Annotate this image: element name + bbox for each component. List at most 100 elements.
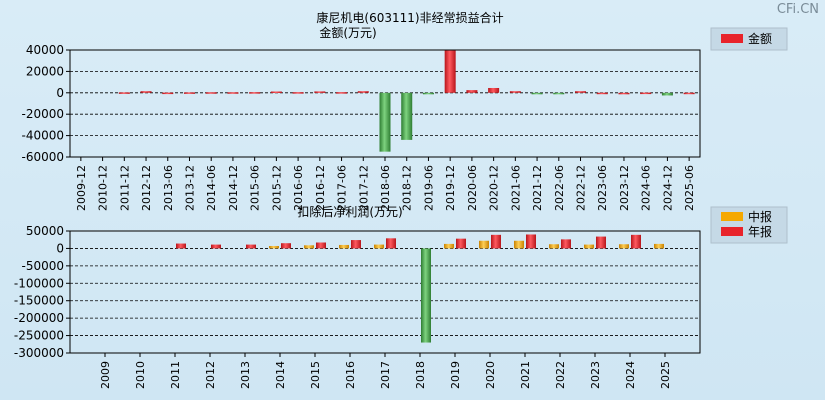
watermark: CFi.CN	[776, 2, 819, 17]
chart-1-title: 康尼机电(603111)非经常损益合计	[316, 10, 503, 25]
chart-1-ytick-label: -20000	[21, 107, 64, 121]
chart-2-ytick-label: -100000	[14, 276, 64, 290]
chart-2-ytick-label: 50000	[26, 224, 64, 238]
chart-2-bar-annual	[316, 242, 326, 249]
chart-1-xtick-label: 2012-12	[140, 165, 153, 211]
chart-2-xtick-label: 2010	[134, 361, 147, 389]
chart-1-bar	[140, 91, 152, 93]
chart-1-bar	[205, 92, 217, 94]
chart-2: 扣除后净利润(万元) 50000 0 -50000 -100000 -150000 -200…	[14, 204, 788, 389]
chart-1-bar	[183, 92, 195, 94]
chart-2-xtick-label: 2014	[274, 361, 287, 389]
chart-2-bar-annual	[281, 243, 291, 249]
chart-2-bar-interim	[619, 244, 629, 249]
chart-2-legend-swatch	[721, 212, 743, 221]
chart-1-bar	[118, 92, 130, 94]
chart-1-bar	[422, 92, 434, 95]
chart-1-xtick-label: 2014-06	[205, 165, 218, 211]
chart-1-xtick-label: 2015-12	[270, 165, 283, 211]
chart-1-xtick-label: 2017-06	[336, 165, 349, 211]
chart-1-legend-box	[710, 27, 788, 51]
chart-2-bar-interim	[654, 243, 664, 249]
chart-1-xtick-label: 2015-06	[249, 165, 262, 211]
chart-1-xtick-label: 2019-12	[444, 165, 457, 211]
chart-2-xtick-label: 2018	[414, 361, 427, 389]
chart-1-xtick-label: 2010-12	[97, 165, 110, 211]
chart-1-bar	[683, 92, 695, 95]
chart-1-bar	[270, 91, 282, 94]
chart-1-legend-swatch	[721, 34, 743, 43]
chart-1-xtick-label: 2018-06	[379, 165, 392, 211]
chart-1-ytick-label: 20000	[26, 64, 64, 78]
chart-1-xtick-label: 2020-06	[466, 165, 479, 211]
chart-1-xtick-label: 2022-12	[575, 165, 588, 211]
chart-2-bar-annual	[351, 240, 361, 249]
chart-1-xtick-label: 2023-12	[618, 165, 631, 211]
chart-1-bar	[314, 91, 326, 93]
chart-1-xtick-label: 2016-12	[314, 165, 327, 211]
chart-2-bar-interim	[444, 243, 454, 249]
chart-2-xtick-label: 2015	[309, 361, 322, 389]
chart-1-ytick-label: -40000	[21, 129, 64, 143]
chart-1-ylabel: 金额(万元)	[319, 25, 376, 40]
chart-2-bar-interim	[339, 244, 349, 249]
chart-1-bar	[336, 92, 348, 94]
chart-2-bar-interim	[374, 244, 384, 249]
chart-1-xtick-label: 2021-12	[531, 165, 544, 211]
chart-2-bar-interim	[269, 245, 279, 249]
chart-2-xtick-label: 2017	[379, 361, 392, 389]
chart-1-bar	[553, 92, 565, 95]
chart-2-bar-annual	[596, 236, 606, 249]
chart-1-xtick-label: 2013-12	[183, 165, 196, 211]
chart-2-xtick-label: 2020	[484, 361, 497, 389]
chart-1-ytick-label: -60000	[21, 150, 64, 164]
chart-2-bar-interim	[479, 240, 489, 249]
chart-2-bar-interim	[514, 240, 524, 249]
chart-1-bar	[379, 92, 391, 152]
chart-2-bar-interim	[549, 244, 559, 249]
chart-1-xtick-label: 2016-06	[292, 165, 305, 211]
chart-2-bar-annual	[526, 234, 536, 249]
chart-1-xtick-label: 2014-12	[227, 165, 240, 211]
chart-2-xtick-label: 2011	[169, 361, 182, 389]
chart-1-bar	[466, 90, 478, 93]
chart-2-ytick-label: -300000	[14, 346, 64, 360]
chart-2-bar-interim	[584, 244, 594, 249]
chart-1-bar	[596, 92, 608, 95]
chart-1-xtick-label: 2020-12	[488, 165, 501, 211]
chart-2-xtick-label: 2024	[624, 361, 637, 389]
chart-1-xtick-label: 2023-06	[596, 165, 609, 211]
chart-1-xtick-label: 2019-06	[422, 165, 435, 211]
chart-2-bar-annual	[456, 238, 466, 249]
chart-1-bar	[640, 92, 652, 95]
chart-1-bar	[509, 91, 521, 93]
chart-2-xtick-label: 2021	[519, 361, 532, 389]
chart-2-xtick-label: 2016	[344, 361, 357, 389]
chart-1-xtick-label: 2025-06	[683, 165, 696, 211]
chart-2-bar-annual	[386, 238, 396, 249]
chart-1-bar	[162, 92, 174, 95]
chart-1-bar	[661, 92, 673, 96]
chart-2-bar-annual	[561, 239, 571, 249]
chart-1-xtick-label: 2009-12	[75, 165, 88, 211]
chart-1-bar	[531, 92, 543, 95]
chart-1-bar	[227, 92, 239, 94]
chart-2-bar-annual	[631, 234, 641, 249]
chart-2-xtick-label: 2025	[659, 361, 672, 389]
chart-1-legend-label: 金额	[748, 31, 772, 46]
chart-2-bar-interim	[304, 245, 314, 249]
chart-2-ytick-label: -50000	[21, 259, 64, 273]
chart-1-ytick-label: 40000	[26, 43, 64, 57]
chart-1-bar	[444, 50, 456, 93]
chart-1-xtick-label: 2021-06	[509, 165, 522, 211]
chart-1-bar	[401, 92, 413, 140]
chart-1-xtick-label: 2011-12	[118, 165, 131, 211]
chart-2-ytick-label: -200000	[14, 311, 64, 325]
chart-1-xtick-label: 2017-12	[357, 165, 370, 211]
chart-2-xtick-label: 2013	[239, 361, 252, 389]
chart-2-legend-label: 年报	[748, 224, 772, 239]
chart-1-bar	[618, 92, 630, 95]
chart-1-bar	[488, 87, 500, 93]
